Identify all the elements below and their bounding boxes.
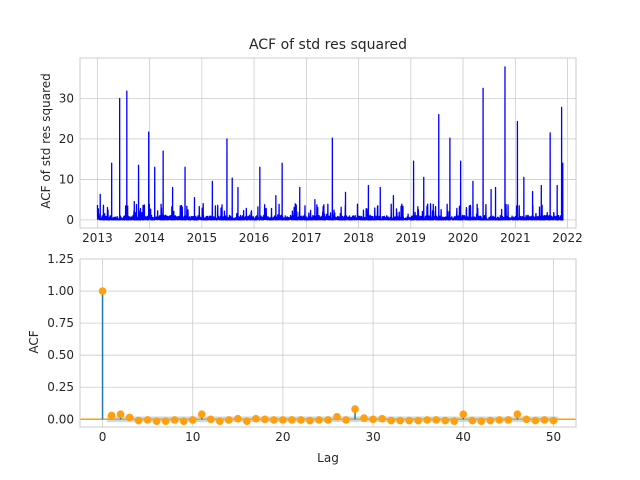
acf-point <box>252 414 260 423</box>
top-chart: ACF of std res squared ACF of std res sq… <box>39 37 583 245</box>
acf-point <box>215 417 224 426</box>
bottom-chart-y-tick-label: 1.00 <box>47 284 74 298</box>
top-chart-x-tick-label: 2015 <box>187 231 218 245</box>
acf-point <box>531 416 540 425</box>
acf-point <box>261 415 269 424</box>
acf-point <box>161 417 170 426</box>
acf-point <box>468 416 477 425</box>
bottom-chart-x-tick-label: 50 <box>546 430 561 444</box>
acf-point <box>486 416 495 425</box>
acf-point <box>378 414 386 423</box>
acf-point <box>234 414 242 423</box>
acf-point <box>152 417 161 426</box>
acf-point <box>432 416 441 424</box>
acf-point <box>540 416 549 424</box>
top-chart-y-tick-label: 10 <box>59 172 74 186</box>
top-chart-y-tick-label: 20 <box>59 132 74 146</box>
acf-point <box>315 416 323 424</box>
acf-point <box>414 416 422 425</box>
acf-point <box>197 410 206 418</box>
top-chart-x-tick-label: 2019 <box>396 231 427 245</box>
bottom-chart-x-tick-label: 30 <box>365 430 380 444</box>
bottom-chart-x-tick-label: 0 <box>99 430 107 444</box>
bottom-chart: ACF Lag 0 10 20 30 40 50 0.00 0.25 0.50 0.75 1.00… <box>27 252 577 465</box>
acf-point <box>396 416 404 425</box>
acf-point <box>369 415 377 424</box>
top-chart-series-line <box>96 66 564 221</box>
acf-point <box>549 416 558 425</box>
bottom-chart-y-tick-label: 0.50 <box>47 348 74 362</box>
acf-point <box>360 414 368 422</box>
acf-point <box>504 416 513 424</box>
acf-point <box>188 416 197 424</box>
bottom-chart-y-tick-label: 1.25 <box>47 252 74 266</box>
bottom-chart-x-axis-label: Lag <box>317 451 339 465</box>
acf-point <box>206 415 215 424</box>
bottom-chart-y-tick-label: 0.75 <box>47 316 74 330</box>
bottom-chart-y-tick-label: 0.00 <box>47 412 74 426</box>
acf-point <box>495 416 504 424</box>
acf-point <box>288 416 296 424</box>
bottom-chart-x-tick-label: 40 <box>456 430 471 444</box>
acf-point <box>351 405 359 413</box>
bottom-chart-x-tick-label: 20 <box>275 430 290 444</box>
acf-point <box>170 416 179 424</box>
acf-point <box>116 410 125 418</box>
acf-point <box>522 415 531 424</box>
bottom-chart-y-axis-label: ACF <box>27 330 41 353</box>
top-chart-frame <box>79 57 577 229</box>
acf-point <box>459 410 468 418</box>
acf-point <box>125 413 134 422</box>
top-chart-title: ACF of std res squared <box>249 37 407 53</box>
acf-point <box>477 417 486 426</box>
top-chart-y-tick-label: 30 <box>59 91 74 105</box>
acf-point <box>98 287 107 295</box>
acf-point <box>306 416 314 425</box>
acf-point <box>107 411 116 420</box>
acf-point <box>179 417 188 426</box>
acf-point <box>333 412 341 421</box>
bottom-chart-y-tick-label: 0.25 <box>47 380 74 394</box>
acf-point <box>243 417 251 426</box>
top-chart-y-ticks: 0 10 20 30 <box>59 91 74 226</box>
acf-point <box>143 416 152 424</box>
acf-point <box>423 416 432 424</box>
top-chart-x-tick-label: 2022 <box>552 231 583 245</box>
acf-point <box>134 416 143 425</box>
bottom-chart-x-ticks: 0 10 20 30 40 50 <box>99 430 561 444</box>
acf-point <box>225 416 233 424</box>
bottom-chart-y-ticks: 0.00 0.25 0.50 0.75 1.00 1.25 <box>47 252 74 426</box>
top-chart-x-tick-label: 2018 <box>343 231 374 245</box>
bottom-chart-series <box>80 287 576 426</box>
top-chart-x-tick-label: 2017 <box>291 231 322 245</box>
acf-point <box>450 417 459 426</box>
acf-point <box>279 416 287 424</box>
acf-point <box>270 416 278 424</box>
acf-point <box>513 410 522 418</box>
top-chart-series <box>96 66 564 221</box>
bottom-chart-x-tick-label: 10 <box>185 430 200 444</box>
acf-point <box>324 416 332 424</box>
acf-point <box>387 416 395 425</box>
acf-point <box>297 416 305 424</box>
bottom-chart-frame <box>79 258 577 428</box>
acf-point <box>441 416 450 425</box>
top-chart-x-tick-label: 2021 <box>500 231 531 245</box>
top-chart-x-ticks: 2013 2014 2015 2016 2017 2018 2019 2020 2021 2022 <box>82 231 583 245</box>
top-chart-x-tick-label: 2020 <box>448 231 479 245</box>
top-chart-y-tick-label: 0 <box>66 213 74 227</box>
top-chart-x-tick-label: 2013 <box>82 231 113 245</box>
top-chart-x-tick-label: 2014 <box>134 231 165 245</box>
top-chart-y-axis-label: ACF of std res squared <box>39 73 53 208</box>
acf-point <box>342 416 350 424</box>
top-chart-x-tick-label: 2016 <box>239 231 270 245</box>
acf-point <box>405 416 413 425</box>
